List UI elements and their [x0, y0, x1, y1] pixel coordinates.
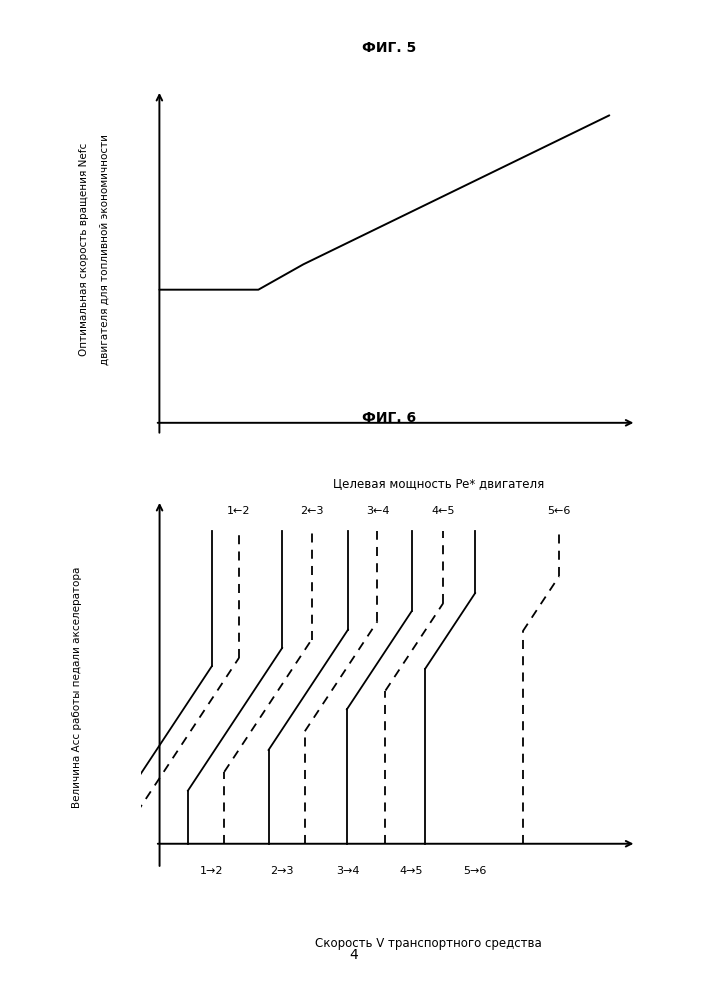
- Text: ФИГ. 5: ФИГ. 5: [362, 40, 416, 54]
- Text: 4: 4: [349, 948, 358, 962]
- Text: ФИГ. 6: ФИГ. 6: [362, 411, 416, 425]
- Text: 2←3: 2←3: [300, 506, 323, 516]
- Text: 5→6: 5→6: [463, 866, 487, 876]
- Text: 1→2: 1→2: [200, 866, 223, 876]
- Text: 2→3: 2→3: [270, 866, 294, 876]
- Text: 3→4: 3→4: [337, 866, 360, 876]
- Text: 5←6: 5←6: [547, 506, 571, 516]
- Text: 4←5: 4←5: [431, 506, 455, 516]
- Text: Величина Асс работы педали акселератора: Величина Асс работы педали акселератора: [72, 567, 82, 808]
- Text: 3←4: 3←4: [366, 506, 390, 516]
- Text: Целевая мощность Pe* двигателя: Целевая мощность Pe* двигателя: [333, 477, 544, 490]
- Text: Скорость V транспортного средства: Скорость V транспортного средства: [315, 937, 542, 950]
- Text: двигателя для топливной экономичности: двигателя для топливной экономичности: [99, 134, 110, 365]
- Text: 1←2: 1←2: [227, 506, 251, 516]
- Text: 4→5: 4→5: [399, 866, 423, 876]
- Text: Оптимальная скорость вращения Nefc: Оптимальная скорость вращения Nefc: [79, 143, 90, 356]
